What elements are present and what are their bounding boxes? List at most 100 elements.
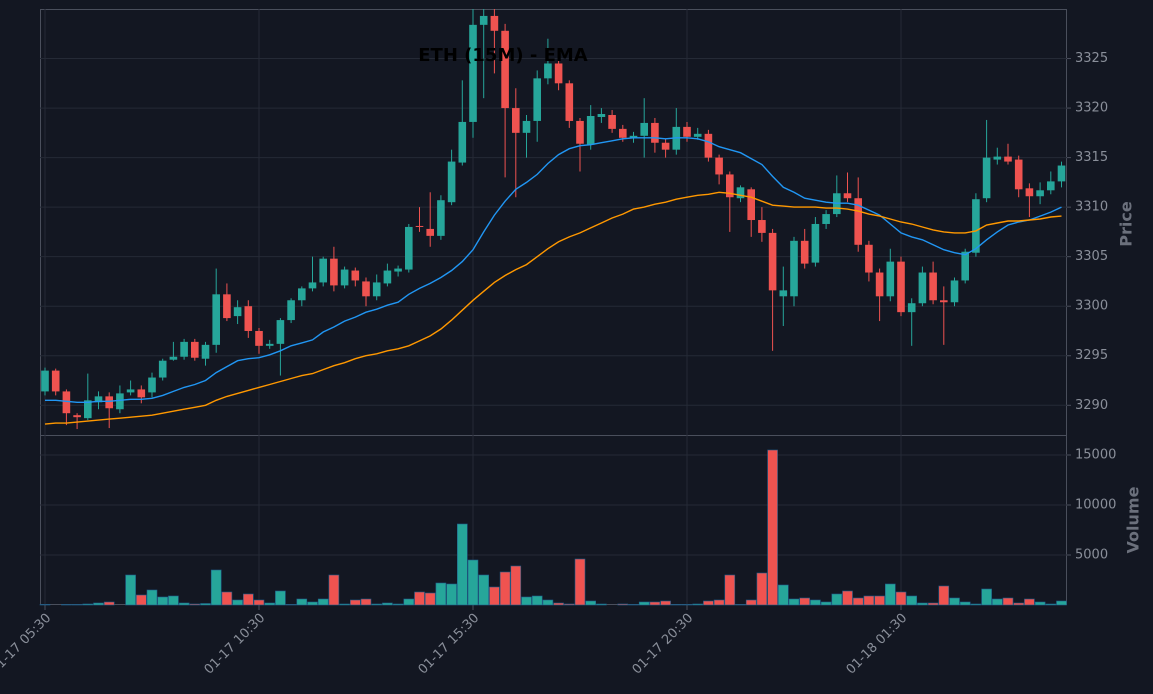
volume-bar xyxy=(756,572,768,606)
candle-body xyxy=(768,232,777,291)
candle-body xyxy=(479,15,488,25)
candle-body xyxy=(875,272,884,297)
candle-body xyxy=(865,244,873,273)
volume-bar xyxy=(467,559,479,606)
volume-bar xyxy=(82,603,94,606)
candle-body xyxy=(554,63,563,84)
candle-body xyxy=(308,282,317,289)
volume-bar xyxy=(221,591,233,606)
candle-body xyxy=(233,307,242,317)
volume-bar xyxy=(670,604,682,606)
candle-body xyxy=(426,228,434,236)
candle-body xyxy=(715,157,723,175)
candle-body xyxy=(265,343,274,346)
candle-body xyxy=(950,280,959,303)
volume-bar xyxy=(991,598,1003,606)
volume-bar xyxy=(649,601,661,606)
volume-bar xyxy=(917,602,928,606)
candle-body xyxy=(736,187,745,199)
volume-bar xyxy=(446,583,457,606)
volume-bar xyxy=(810,599,821,606)
candle-body xyxy=(586,115,595,145)
candle-body xyxy=(212,294,220,345)
volume-bar xyxy=(735,604,746,606)
candle-body xyxy=(854,198,862,245)
volume-bar xyxy=(360,598,372,606)
candle-body xyxy=(822,214,830,224)
candle-body xyxy=(180,341,188,357)
candle-body xyxy=(94,396,103,403)
volume-bar xyxy=(210,569,222,606)
volume-bar xyxy=(168,595,179,606)
volume-bar xyxy=(499,571,511,606)
volume-bar xyxy=(510,565,522,606)
y-tick-label: 3325 xyxy=(1075,51,1108,66)
volume-bar xyxy=(349,599,361,606)
candle-body xyxy=(458,121,467,163)
volume-bar xyxy=(1045,603,1057,606)
volume-bar xyxy=(938,585,950,606)
volume-bar xyxy=(596,603,607,606)
candle-body xyxy=(683,126,691,137)
candle-body xyxy=(73,415,81,418)
x-tick-label: 01-17 10:30 xyxy=(202,611,269,678)
volume-bar xyxy=(521,596,532,606)
candle-body xyxy=(1014,159,1023,190)
x-tick-label: 01-17 20:30 xyxy=(630,611,697,678)
volume-bar xyxy=(745,599,757,606)
y-tick-label: 10000 xyxy=(1075,498,1116,513)
volume-bar xyxy=(285,604,297,606)
y-tick-label: 15000 xyxy=(1075,448,1116,463)
volume-bar xyxy=(200,603,211,606)
volume-bar xyxy=(424,592,436,606)
candle-body xyxy=(961,251,969,281)
volume-bar xyxy=(617,603,629,606)
y-tick-label: 5000 xyxy=(1075,548,1108,563)
volume-bar xyxy=(93,602,104,606)
volume-bar xyxy=(660,600,671,606)
candle-body xyxy=(298,288,306,301)
candle-body xyxy=(993,156,1002,160)
volume-bar xyxy=(884,583,896,606)
volume-bar xyxy=(949,597,960,606)
candle-body xyxy=(51,370,60,392)
volume-bar xyxy=(317,598,329,606)
candle-body xyxy=(41,370,49,392)
candle-body xyxy=(929,272,937,301)
y-tick-label: 3295 xyxy=(1075,348,1108,363)
volume-bar xyxy=(831,593,843,606)
volume-bar xyxy=(232,599,243,606)
x-tick-label: 01-18 01:30 xyxy=(844,611,911,678)
candle-body xyxy=(84,400,92,419)
candle-body xyxy=(1057,165,1066,182)
volume-bar xyxy=(863,595,875,606)
candle-body xyxy=(693,133,702,137)
y-axis-title: Price xyxy=(1117,201,1136,247)
volume-bar xyxy=(959,601,971,606)
candle-body xyxy=(62,391,71,414)
candle-body xyxy=(191,341,199,358)
y-tick-label: 3290 xyxy=(1075,398,1108,413)
candle-body xyxy=(351,270,360,281)
y-tick-label: 3315 xyxy=(1075,150,1108,165)
y-tick-label: 3320 xyxy=(1075,101,1108,116)
candle-body xyxy=(779,290,788,297)
candle-body xyxy=(1036,190,1044,197)
candle-body xyxy=(758,220,766,233)
candle-body xyxy=(201,344,210,359)
volume-bar xyxy=(414,591,425,606)
candle-body xyxy=(629,135,638,138)
candle-body xyxy=(726,174,734,198)
volume-bar xyxy=(178,602,190,606)
candle-body xyxy=(790,240,798,297)
volume-bar xyxy=(895,591,907,606)
candle-body xyxy=(148,377,156,393)
candle-body xyxy=(137,389,146,398)
candle-body xyxy=(287,300,295,321)
volume-bar xyxy=(981,588,992,606)
y-tick-label: 3305 xyxy=(1075,249,1108,264)
volume-bar xyxy=(157,596,168,606)
candle-body xyxy=(661,142,670,150)
x-tick-label: 01-17 15:30 xyxy=(416,611,483,678)
